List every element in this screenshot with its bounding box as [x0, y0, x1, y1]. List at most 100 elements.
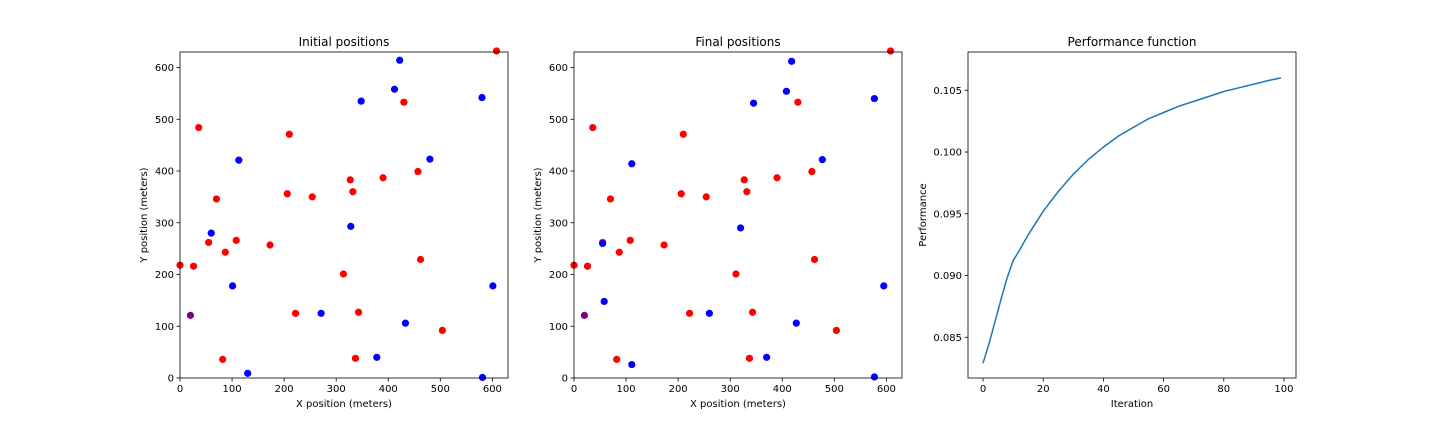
- y-tick-label: 300: [155, 218, 174, 229]
- x-tick-label: 300: [721, 384, 740, 395]
- data-point-blue: [357, 97, 365, 105]
- x-tick-label: 60: [1157, 384, 1170, 395]
- y-tick-label: 0: [168, 374, 174, 385]
- data-point-red: [613, 355, 621, 363]
- data-point-red: [794, 98, 802, 106]
- data-point-blue: [426, 155, 434, 163]
- x-tick-label: 200: [275, 384, 294, 395]
- y-tick-label: 400: [155, 167, 174, 178]
- data-point-blue: [628, 360, 636, 369]
- data-point-red: [832, 326, 841, 334]
- y-tick-label: 200: [155, 270, 174, 281]
- data-point-blue: [763, 353, 771, 361]
- data-point-red: [702, 193, 710, 201]
- chart-panel-3: 0 20 40 60 80 100 0.085 0.090 0.095 0.100 0.105 Per…: [918, 35, 1297, 410]
- chart-title: Initial positions: [299, 35, 390, 49]
- y-tick-label: 100: [155, 322, 174, 333]
- data-point-blue: [705, 309, 713, 317]
- y-tick-label: 600: [155, 63, 174, 74]
- data-point-red: [685, 309, 694, 317]
- x-tick-label: 100: [617, 384, 636, 395]
- data-point-red: [583, 262, 592, 270]
- data-point-red: [219, 355, 227, 363]
- data-point-red: [308, 193, 316, 201]
- data-point-blue: [737, 224, 745, 232]
- data-point-purple: [186, 311, 195, 319]
- data-point-blue: [599, 239, 607, 248]
- data-point-blue: [818, 156, 826, 164]
- axes-frame: [573, 51, 903, 379]
- data-point-blue: [401, 319, 410, 327]
- x-tick-label: 500: [825, 384, 844, 395]
- y-tick-label: 0.100: [933, 148, 962, 159]
- data-point-blue: [870, 94, 879, 103]
- x-tick-label: 200: [669, 384, 688, 395]
- data-point-blue: [244, 369, 252, 377]
- data-point-red: [351, 354, 360, 362]
- y-tick-label: 500: [549, 115, 568, 126]
- y-axis-label: Y position (meters): [533, 167, 544, 263]
- data-point-red: [349, 188, 357, 196]
- y-tick-label: 0.105: [933, 86, 962, 97]
- data-point-red: [212, 195, 221, 203]
- data-point-red: [283, 190, 291, 198]
- y-tick-label: 400: [549, 167, 568, 178]
- data-point-blue: [390, 85, 399, 93]
- data-point-red: [416, 255, 425, 264]
- data-point-blue: [207, 229, 215, 237]
- y-tick-label: 0.095: [933, 209, 962, 220]
- data-point-blue: [396, 56, 404, 64]
- data-point-blue: [489, 282, 497, 290]
- data-point-purple: [580, 311, 589, 319]
- data-point-red: [346, 176, 354, 184]
- data-point-red: [379, 174, 387, 182]
- data-point-red: [810, 255, 819, 264]
- x-tick-label: 500: [431, 384, 450, 395]
- x-tick-label: 400: [379, 384, 398, 395]
- series-line: [982, 77, 1282, 364]
- data-point-blue: [478, 93, 486, 102]
- data-point-blue: [870, 373, 879, 381]
- data-point-red: [748, 308, 757, 316]
- axes-frame: [967, 51, 1297, 379]
- data-point-red: [677, 190, 685, 198]
- y-axis-label: Performance: [918, 183, 929, 246]
- data-point-red: [266, 241, 274, 249]
- y-tick-label: 200: [549, 270, 568, 281]
- data-point-red: [679, 130, 687, 138]
- data-point-blue: [478, 373, 487, 382]
- data-point-red: [400, 98, 408, 106]
- data-point-red: [626, 236, 634, 244]
- data-point-blue: [788, 57, 796, 65]
- data-point-blue: [347, 222, 355, 230]
- data-point-red: [589, 123, 597, 132]
- data-point-red: [773, 174, 781, 182]
- y-tick-label: 0: [562, 374, 568, 385]
- y-tick-label: 600: [549, 63, 568, 74]
- x-tick-label: 300: [327, 384, 346, 395]
- data-point-red: [745, 354, 754, 362]
- data-point-red: [339, 270, 348, 278]
- data-point-red: [195, 123, 203, 132]
- x-axis-label: X position (meters): [296, 399, 392, 410]
- data-point-red: [285, 130, 293, 138]
- chart-panel-2: 0 100 200 300 400 500 600 0 100 200 300 400 500 600 Fi…: [533, 35, 903, 410]
- data-point-red: [732, 270, 740, 278]
- data-point-red: [354, 308, 363, 316]
- y-axis-label: Y position (meters): [139, 167, 150, 263]
- data-point-blue: [228, 282, 237, 290]
- data-point-red: [232, 236, 240, 244]
- data-point-red: [205, 238, 213, 247]
- y-tick-label: 300: [549, 218, 568, 229]
- data-point-blue: [628, 160, 636, 168]
- y-tick-label: 0.090: [933, 271, 962, 282]
- data-point-blue: [600, 297, 608, 306]
- chart-title: Final positions: [695, 35, 780, 49]
- data-point-red: [886, 47, 895, 55]
- data-point-red: [291, 309, 300, 317]
- x-tick-label: 0: [571, 384, 577, 395]
- data-point-blue: [782, 87, 791, 95]
- chart-title: Performance function: [1068, 35, 1197, 49]
- x-tick-label: 100: [223, 384, 242, 395]
- x-tick-label: 0: [177, 384, 183, 395]
